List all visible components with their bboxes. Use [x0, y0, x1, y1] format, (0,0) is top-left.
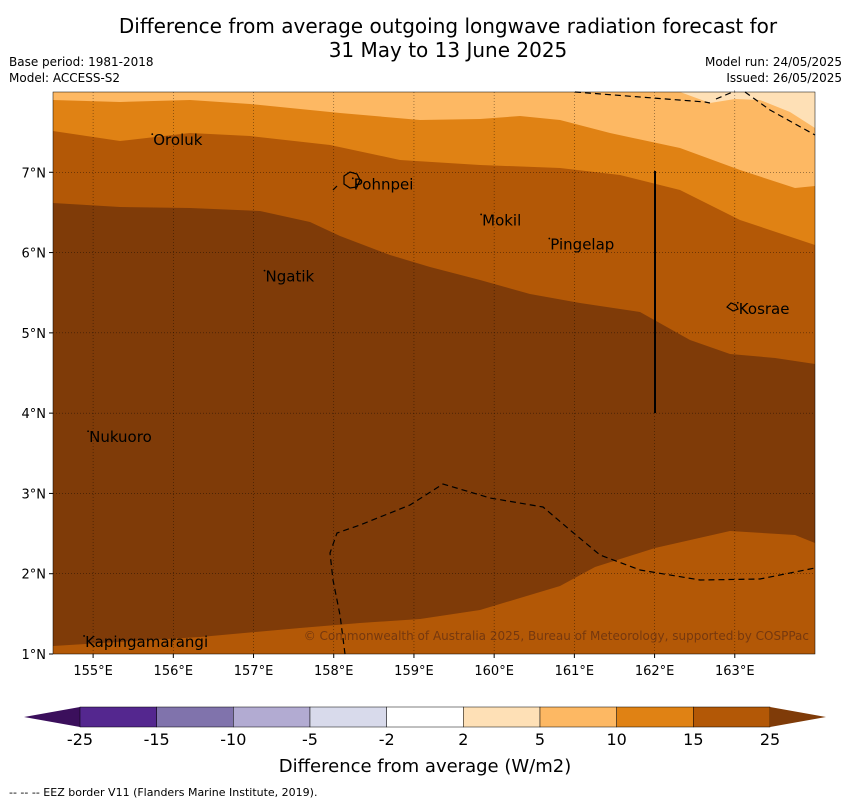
colorbar-extension-high [770, 707, 826, 727]
place-marker [480, 213, 483, 216]
lon-tick-label: 160°E [474, 664, 514, 679]
colorbar-tick-label: 10 [606, 730, 626, 749]
base-period: Base period: 1981-2018 [9, 55, 154, 69]
place-label: Nukuoro [89, 428, 152, 446]
place-marker [87, 430, 89, 433]
eez-border-northeast [715, 90, 816, 136]
eez-border-south [329, 483, 816, 655]
colorbar-ticks: -25 -15 -10 -5 -2 2 5 10 15 25 [67, 730, 780, 749]
eez-borders [329, 90, 816, 655]
place-label: Pingelap [550, 236, 614, 254]
place-marker [83, 635, 85, 637]
place-label: Kosrae [739, 300, 790, 318]
colorbar-label: Difference from average (W/m2) [279, 756, 571, 777]
colorbar-extension-low [24, 707, 80, 727]
pohnpei-island-outline [343, 171, 361, 189]
title-line-1: Difference from average outgoing longwav… [118, 14, 778, 38]
eez-border-pohnpei [332, 185, 338, 191]
colorbar-tick-label: -15 [144, 730, 170, 749]
colorbar-tick-label: -5 [302, 730, 318, 749]
colorbar-tick-label: 5 [535, 730, 545, 749]
lat-tick-label: 7°N [22, 166, 47, 181]
colorbar-tick-label: -10 [220, 730, 246, 749]
meta-left: Base period: 1981-2018 Model: ACCESS-S2 [9, 54, 154, 86]
eez-footnote: -- -- -- EEZ border V11 (Flanders Marine… [9, 786, 318, 799]
place-labels: Oroluk Pohnpei Mokil Pingelap Ngatik Kosrae Nu… [83, 131, 789, 651]
model-run: Model run: 24/05/2025 [704, 55, 842, 69]
lon-tick-label: 155°E [73, 664, 113, 679]
colorbar-bin [386, 706, 464, 728]
lat-tick-label: 5°N [22, 327, 47, 342]
lon-tick-label: 157°E [234, 664, 274, 679]
title-line-2: 31 May to 13 June 2025 [328, 38, 568, 62]
colorbar-tick-label: -25 [67, 730, 93, 749]
colorbar-bin [539, 706, 617, 728]
kosrae-island-outline [726, 302, 739, 312]
band-gt-25 [53, 203, 815, 646]
colorbar-bin [616, 706, 694, 728]
lon-tick-label: 158°E [314, 664, 354, 679]
colorbar-tick-label: 25 [760, 730, 780, 749]
band-2-5 [680, 92, 815, 128]
lat-tick-label: 6°N [22, 247, 47, 262]
lon-tick-label: 162°E [635, 664, 675, 679]
colorbar-bin [79, 706, 157, 728]
colorbar-bin [693, 706, 771, 728]
lat-tick-label: 1°N [22, 648, 47, 663]
colorbar-bin [463, 706, 541, 728]
map-plot-area [53, 92, 815, 654]
lon-tick-label: 156°E [154, 664, 194, 679]
model-name: Model: ACCESS-S2 [9, 71, 121, 85]
colorbar-tick-label: -2 [379, 730, 395, 749]
colorbar-bins [79, 706, 771, 728]
eez-border-north [574, 91, 711, 104]
colorbar: -25 -15 -10 -5 -2 2 5 10 15 25 Difference from av… [24, 706, 826, 777]
place-label: Oroluk [153, 131, 202, 149]
copyright-notice: © Commonwealth of Australia 2025, Bureau… [304, 629, 809, 643]
colorbar-bin [233, 706, 311, 728]
issued-date: Issued: 26/05/2025 [726, 71, 842, 85]
place-label: Ngatik [266, 268, 315, 286]
lon-tick-label: 161°E [555, 664, 595, 679]
place-marker [263, 269, 266, 272]
lat-tick-label: 2°N [22, 568, 47, 583]
colorbar-tick-label: 15 [683, 730, 703, 749]
band-5-10 [53, 92, 815, 188]
axis-ticks: 155°E 156°E 157°E 158°E 159°E 160°E 161°E 162°E… [22, 166, 755, 679]
meta-right: Model run: 24/05/2025 Issued: 26/05/2025 [705, 54, 842, 86]
colorbar-bin [309, 706, 387, 728]
place-marker [351, 177, 354, 180]
island-outlines [343, 171, 739, 312]
map-frame [52, 91, 816, 655]
lat-tick-label: 4°N [22, 407, 47, 422]
place-label: Pohnpei [354, 175, 414, 193]
lat-tick-label: 3°N [22, 487, 47, 502]
place-marker [548, 237, 551, 240]
map-title: Difference from average outgoing longwav… [0, 14, 850, 62]
lon-tick-label: 159°E [394, 664, 434, 679]
colorbar-bin [156, 706, 234, 728]
graticule [53, 92, 815, 654]
place-marker [736, 301, 739, 304]
colorbar-tick-label: 2 [458, 730, 468, 749]
place-label: Mokil [482, 211, 521, 229]
place-marker [151, 133, 154, 136]
lon-tick-label: 163°E [715, 664, 755, 679]
place-label: Kapingamarangi [85, 633, 208, 651]
